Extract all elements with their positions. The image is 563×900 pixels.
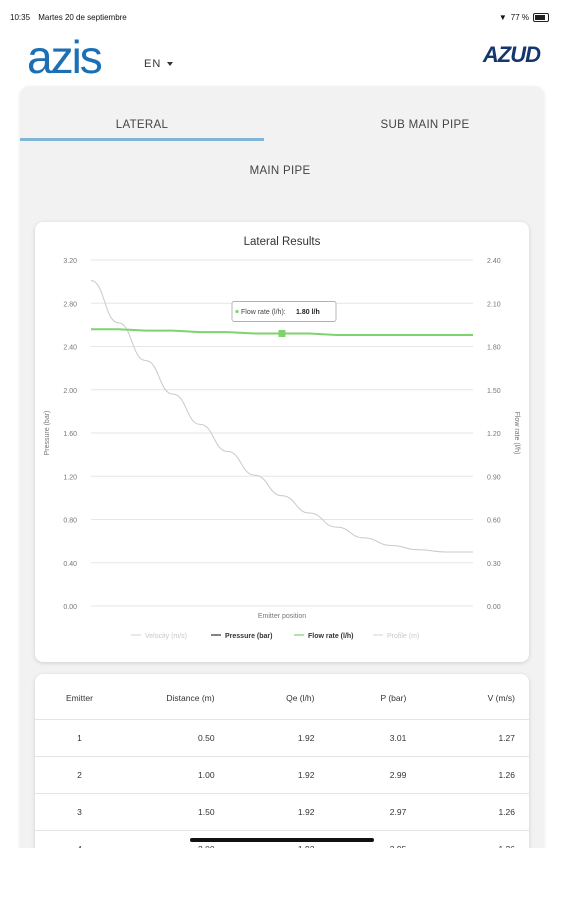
y-right-tick-label: 1.80 <box>487 345 501 352</box>
y-right-axis-label: Flow rate (l/h) <box>513 412 520 455</box>
y-left-tick-label: 2.00 <box>63 388 77 395</box>
cell-qe: 1.92 <box>232 719 327 757</box>
tooltip-label: Flow rate (l/h): <box>241 309 286 316</box>
tab-main-pipe[interactable]: MAIN PIPE <box>249 165 311 177</box>
chart-title: Lateral Results <box>244 236 321 248</box>
app-header: azis EN AZUD <box>0 30 563 80</box>
results-table: Emitter Distance (m) Qe (l/h) P (bar) V … <box>35 674 529 867</box>
cell-qe: 1.92 <box>232 756 327 794</box>
y-left-tick-label: 0.40 <box>63 561 77 568</box>
table-row: 3 1.50 1.92 2.97 1.26 <box>35 793 529 831</box>
col-header-emitter: Emitter <box>65 693 93 703</box>
y-right-tick-label: 1.20 <box>487 431 501 438</box>
cell-p: 3.01 <box>326 719 421 757</box>
flow-rate-point-marker <box>278 330 286 338</box>
chart-card: 3.20 2.40 2.80 2.10 2.40 1.80 2.00 1.50 1.60 1.20… <box>35 222 529 662</box>
status-time: 10:35 <box>10 13 31 22</box>
col-header-qe: Qe (l/h) <box>286 693 315 703</box>
y-right-tick-label: 0.90 <box>487 474 501 481</box>
tab-sub-main-pipe[interactable]: SUB MAIN PIPE <box>380 119 470 131</box>
language-label: EN <box>144 58 162 70</box>
y-right-tick-label: 0.60 <box>487 518 501 525</box>
cell-emitter: 3 <box>35 793 124 831</box>
y-left-tick-label: 0.80 <box>63 518 77 525</box>
col-header-v: V (m/s) <box>487 693 515 703</box>
col-header-p: P (bar) <box>380 693 407 703</box>
table-row: 1 0.50 1.92 3.01 1.27 <box>35 719 529 757</box>
y-right-tick-label: 0.00 <box>487 604 501 611</box>
cell-v: 1.26 <box>420 756 529 794</box>
y-left-tick-label: 0.00 <box>63 604 77 611</box>
status-left: 10:35 Martes 20 de septiembre <box>10 13 133 22</box>
status-date: Martes 20 de septiembre <box>38 13 127 22</box>
results-table-card: Emitter Distance (m) Qe (l/h) P (bar) V … <box>35 674 529 874</box>
cell-v: 1.26 <box>420 793 529 831</box>
bottom-area <box>0 848 563 900</box>
y-left-tick-label: 3.20 <box>63 258 77 265</box>
table-header-row: Emitter Distance (m) Qe (l/h) P (bar) V … <box>35 674 529 720</box>
azud-logo: AZUD <box>482 42 541 67</box>
cell-distance: 0.50 <box>123 719 233 757</box>
y-right-tick-label: 2.10 <box>487 301 501 308</box>
cell-emitter: 2 <box>35 756 124 794</box>
legend-item: Flow rate (l/h) <box>308 633 354 640</box>
battery-icon <box>533 13 549 22</box>
tooltip-value: 1.80 l/h <box>296 309 320 316</box>
tab-active-indicator <box>20 138 264 141</box>
cell-distance: 1.00 <box>123 756 233 794</box>
status-bar: 10:35 Martes 20 de septiembre ▼ 77 % <box>0 0 563 22</box>
y-right-tick-label: 1.50 <box>487 388 501 395</box>
status-right: ▼ 77 % <box>499 13 549 22</box>
home-indicator[interactable] <box>190 838 374 842</box>
cell-distance: 1.50 <box>123 793 233 831</box>
cell-v: 1.27 <box>420 719 529 757</box>
cell-p: 2.99 <box>326 756 421 794</box>
wifi-icon: ▼ <box>498 13 507 22</box>
legend-item: Velocity (m/s) <box>145 633 187 640</box>
y-left-tick-label: 2.80 <box>63 301 77 308</box>
y-right-tick-label: 2.40 <box>487 258 501 265</box>
azis-logo: azis <box>27 31 103 83</box>
lateral-results-chart: 3.20 2.40 2.80 2.10 2.40 1.80 2.00 1.50 1.60 1.20… <box>44 236 520 640</box>
legend-item: Profile (m) <box>387 633 419 640</box>
cell-emitter: 1 <box>35 719 124 757</box>
legend-item: Pressure (bar) <box>225 633 272 640</box>
y-left-tick-label: 1.20 <box>63 474 77 481</box>
y-left-axis-label: Pressure (bar) <box>44 411 51 456</box>
series-line-pressure <box>90 280 473 553</box>
col-header-distance: Distance (m) <box>166 693 215 703</box>
tooltip-dot <box>235 309 239 314</box>
tab-lateral[interactable]: LATERAL <box>115 119 169 131</box>
x-axis-label: Emitter position <box>258 613 306 620</box>
caret-down-icon <box>167 62 174 67</box>
cell-qe: 1.92 <box>232 793 327 831</box>
y-right-tick-label: 0.30 <box>487 561 501 568</box>
results-panel: LATERAL SUB MAIN PIPE MAIN PIPE 3.20 2.40… <box>20 86 544 874</box>
y-left-tick-label: 2.40 <box>63 345 77 352</box>
tooltip-box <box>231 301 337 322</box>
language-selector[interactable]: EN <box>144 58 174 70</box>
cell-p: 2.97 <box>326 793 421 831</box>
battery-percent: 77 % <box>510 13 529 22</box>
y-left-tick-label: 1.60 <box>63 431 77 438</box>
table-row: 2 1.00 1.92 2.99 1.26 <box>35 756 529 794</box>
